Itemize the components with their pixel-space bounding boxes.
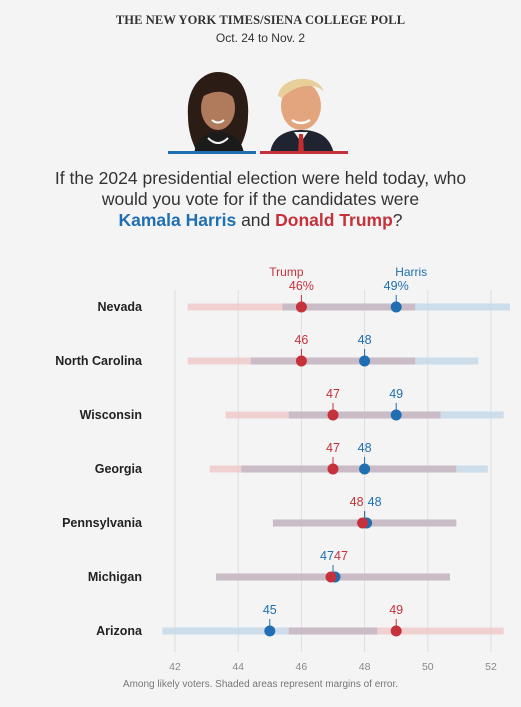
trump-dot [295,355,307,367]
state-label: Pennsylvania [62,516,143,530]
harris-dot [264,625,276,637]
harris-value-label: 49 [389,387,403,401]
state-label: Georgia [95,462,143,476]
question-text: If the 2024 presidential election were h… [54,168,467,209]
harris-value-label: 49% [384,279,409,293]
trump-dot [325,571,337,583]
state-label: Nevada [98,300,144,314]
harris-dot [359,355,371,367]
x-tick-label: 44 [232,661,244,673]
harris-name: Kamala Harris [118,210,237,230]
poll-dates: Oct. 24 to Nov. 2 [215,31,306,45]
harris-value-label: 48 [358,333,372,347]
trump-value-label: 46% [289,279,314,293]
chart-footnote: Among likely voters. Shaded areas repres… [122,679,399,690]
trump-value-label: 46 [294,333,308,347]
x-tick-label: 46 [296,661,308,673]
x-tick-label: 52 [485,661,497,673]
harris-dot [359,463,371,475]
state-label: Arizona [96,624,143,638]
overlap-error-band [282,303,416,311]
trump-dot [295,301,307,313]
harris-dot [390,409,402,421]
x-tick-label: 48 [359,661,371,673]
trump-name: Donald Trump [275,210,393,230]
harris-value-label: 45 [263,603,277,617]
trump-value-label: 47 [326,387,340,401]
trump-dot [390,625,402,637]
poll-title: THE NEW YORK TIMES/SIENA COLLEGE POLL [115,13,406,27]
trump-dot [327,409,339,421]
candidate-photos [168,72,348,154]
state-label: Wisconsin [80,408,142,422]
overlap-error-band [288,627,378,635]
trump-dot [327,463,339,475]
poll-question: If the 2024 presidential election were h… [40,168,481,231]
question-and: and [241,210,271,230]
harris-value-label: 47 [320,549,334,563]
overlap-error-band [250,357,416,365]
trump-value-label: 48 [350,495,364,509]
x-tick-label: 42 [169,661,181,673]
legend-harris: Harris [395,265,427,279]
harris-portrait [187,72,249,154]
harris-dot [390,301,402,313]
trump-value-label: 47 [326,441,340,455]
overlap-error-band [288,411,441,419]
trump-portrait [270,78,334,154]
trump-dot [357,517,369,529]
overlap-error-band [241,465,457,473]
harris-value-label: 48 [368,495,382,509]
legend-trump: Trump [269,265,304,279]
x-tick-label: 50 [422,661,434,673]
state-label: Michigan [88,570,142,584]
harris-value-label: 48 [358,441,372,455]
state-label: North Carolina [55,354,143,368]
trump-value-label: 49 [389,603,403,617]
question-mark: ? [392,210,403,230]
trump-value-label: 47 [334,549,348,563]
